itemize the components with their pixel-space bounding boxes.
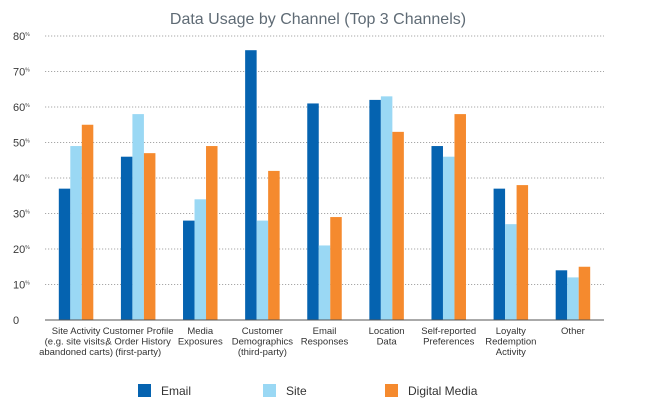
y-tick-label: 10% [13,280,30,292]
x-category-label-line: Customer Profile [103,326,174,337]
legend-label-site: Site [286,384,307,398]
bar-site [132,114,144,320]
x-category-label-line: Demographics [232,337,293,348]
bar-site [318,245,331,320]
x-category-label-line: Other [561,326,585,337]
x-category-label-line: Location [369,326,405,337]
y-tick-label: 80% [13,31,30,43]
x-category-label-line: Responses [301,337,349,348]
y-tick-percent-sign: % [25,68,30,74]
x-category-label-line: (e.g. site visits, [45,337,108,348]
x-category-label: Site Activity (e.g. site visits, abandoned… [39,326,113,358]
bar-email [58,188,71,320]
legend-swatch-site [263,384,276,397]
x-category-label-line: Email [313,326,337,337]
x-category-label-line: Exposures [178,337,223,348]
bars [58,50,591,321]
x-category-label: Customer Demographics (third-party) [232,326,293,358]
x-category-label-line: (first-party) [115,347,161,358]
bar-site [194,199,207,320]
bar-digital-media [392,131,404,320]
y-tick-percent-sign: % [25,32,30,38]
bar-digital-media [516,185,529,320]
bar-email [307,103,319,320]
y-tick-label: 60% [13,102,30,114]
bar-site [505,224,517,320]
legend-label-digital-media: Digital Media [408,384,478,398]
x-category-label: Loyalty Redemption Activity [485,326,536,358]
x-category-label-line: Data [377,337,398,348]
bar-email [493,188,506,320]
bar-digital-media [81,124,94,320]
bar-digital-media [268,170,280,320]
bar-email [369,99,381,321]
bar-digital-media [143,153,156,320]
y-tick-label: 0 [13,315,19,327]
x-category-label: Location Data [369,326,405,348]
y-axis-ticks: 0 10% 20% 30% 40% 50% 60% 70% 80% [13,31,30,327]
bar-site [380,96,393,320]
x-category-label-line: Site Activity [52,326,101,337]
bar-email [431,146,443,320]
bar-site [567,277,579,320]
bar-site [256,220,269,320]
x-category-label-line: & Order History [105,337,171,348]
bar-site [70,146,82,320]
y-tick-percent-sign: % [25,210,30,216]
chart-title: Data Usage by Channel (Top 3 Channels) [170,11,466,28]
bar-site [442,156,455,320]
x-category-label: Self-reported Preferences [421,326,476,348]
x-category-label-line: Loyalty [496,326,526,337]
x-category-label-line: (third-party) [238,347,287,358]
y-tick-percent-sign: % [25,103,30,109]
y-tick-label: 30% [13,209,30,221]
y-tick-label: 70% [13,67,30,79]
bar-digital-media [206,146,218,320]
y-tick-percent-sign: % [25,245,30,251]
y-tick-percent-sign: % [25,281,30,287]
x-category-label: Email Responses [301,326,349,348]
legend-swatch-digital-media [385,384,398,397]
bar-email [120,156,133,320]
bar-email [245,50,257,320]
y-tick-label: 50% [13,138,30,150]
bar-digital-media [454,114,466,320]
y-tick-label: 20% [13,244,30,256]
x-category-label-line: Activity [496,347,526,358]
x-axis-categories: Site Activity (e.g. site visits, abandoned… [39,326,585,358]
bar-email [183,220,195,320]
x-category-label: Media Exposures [178,326,223,348]
x-category-label: Other [561,326,585,337]
legend: Email Site Digital Media [138,384,478,398]
x-category-label-line: Customer [242,326,283,337]
y-tick-percent-sign: % [25,174,30,180]
x-category-label-line: Redemption [485,337,536,348]
bar-email [555,270,568,320]
legend-swatch-email [138,384,151,397]
x-category-label-line: abandoned carts) [39,347,113,358]
bar-digital-media [578,266,591,320]
x-category-label-line: Self-reported [421,326,476,337]
x-category-label-line: Media [187,326,214,337]
x-category-label-line: Preferences [423,337,474,348]
y-tick-percent-sign: % [25,139,30,145]
x-category-label: Customer Profile & Order History (first-pa… [103,326,174,358]
y-tick-label: 40% [13,173,30,185]
legend-label-email: Email [161,384,191,398]
bar-digital-media [330,217,342,320]
